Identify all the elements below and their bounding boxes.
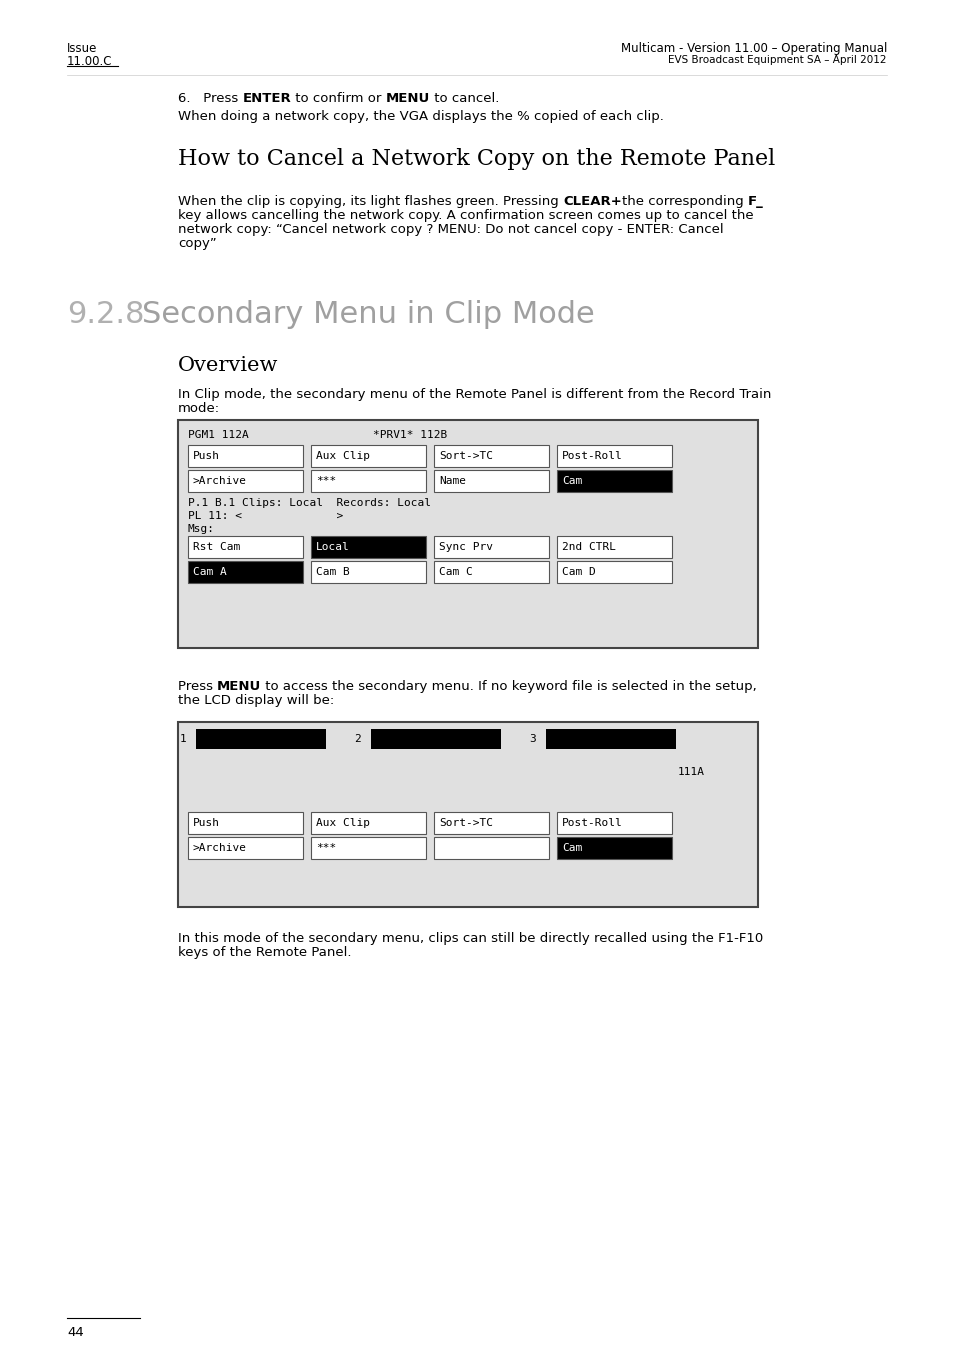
Text: 9.2.8: 9.2.8	[67, 299, 144, 329]
Text: Local: Local	[315, 542, 350, 552]
Text: Post-Roll: Post-Roll	[561, 817, 622, 828]
Text: How to Cancel a Network Copy on the Remote Panel: How to Cancel a Network Copy on the Remo…	[178, 148, 775, 170]
Text: In Clip mode, the secondary menu of the Remote Panel is different from the Recor: In Clip mode, the secondary menu of the …	[178, 389, 771, 401]
FancyBboxPatch shape	[188, 536, 303, 558]
FancyBboxPatch shape	[178, 420, 758, 648]
FancyBboxPatch shape	[311, 812, 426, 834]
Text: EVS Broadcast Equipment SA – April 2012: EVS Broadcast Equipment SA – April 2012	[668, 55, 886, 65]
Text: Cam A: Cam A	[193, 567, 227, 577]
Text: Post-Roll: Post-Roll	[561, 451, 622, 461]
Text: Issue: Issue	[67, 42, 97, 55]
Text: key allows cancelling the network copy. A confirmation screen comes up to cancel: key allows cancelling the network copy. …	[178, 209, 753, 223]
Text: 11.00.C: 11.00.C	[67, 55, 112, 67]
FancyBboxPatch shape	[434, 469, 548, 492]
Text: Push: Push	[193, 451, 220, 461]
FancyBboxPatch shape	[557, 812, 671, 834]
Text: Press: Press	[178, 680, 217, 693]
Text: copy”: copy”	[178, 237, 216, 250]
Text: 44: 44	[67, 1326, 84, 1340]
Text: Cam: Cam	[561, 843, 581, 853]
Text: the corresponding: the corresponding	[621, 196, 747, 208]
FancyBboxPatch shape	[188, 445, 303, 467]
Text: Cam B: Cam B	[315, 567, 350, 577]
Text: Cam C: Cam C	[438, 567, 473, 577]
FancyBboxPatch shape	[434, 561, 548, 583]
Text: *PRV1* 112B: *PRV1* 112B	[373, 430, 447, 440]
Text: Sort->TC: Sort->TC	[438, 817, 493, 828]
Text: When doing a network copy, the VGA displays the % copied of each clip.: When doing a network copy, the VGA displ…	[178, 111, 663, 123]
FancyBboxPatch shape	[434, 812, 548, 834]
FancyBboxPatch shape	[557, 469, 671, 492]
Text: Aux Clip: Aux Clip	[315, 817, 370, 828]
Text: 1: 1	[179, 734, 186, 745]
Text: to access the secondary menu. If no keyword file is selected in the setup,: to access the secondary menu. If no keyw…	[261, 680, 757, 693]
Text: F_: F_	[747, 196, 762, 208]
Text: PL 11: <              >: PL 11: < >	[188, 511, 343, 521]
Text: When the clip is copying, its light flashes green. Pressing: When the clip is copying, its light flas…	[178, 196, 562, 208]
Text: the LCD display will be:: the LCD display will be:	[178, 693, 334, 707]
Text: Msg:: Msg:	[188, 523, 214, 534]
Text: Cam: Cam	[561, 476, 581, 486]
FancyBboxPatch shape	[434, 445, 548, 467]
Text: 2nd CTRL: 2nd CTRL	[561, 542, 616, 552]
FancyBboxPatch shape	[188, 561, 303, 583]
FancyBboxPatch shape	[434, 836, 548, 859]
Text: Aux Clip: Aux Clip	[315, 451, 370, 461]
Text: Cam D: Cam D	[561, 567, 595, 577]
Text: MENU: MENU	[217, 680, 261, 693]
FancyBboxPatch shape	[178, 722, 758, 907]
Text: 6.   Press: 6. Press	[178, 92, 242, 105]
FancyBboxPatch shape	[188, 836, 303, 859]
FancyBboxPatch shape	[557, 561, 671, 583]
Text: PGM1 112A: PGM1 112A	[188, 430, 249, 440]
FancyBboxPatch shape	[311, 445, 426, 467]
Text: to cancel.: to cancel.	[430, 92, 499, 105]
Text: to confirm or: to confirm or	[291, 92, 385, 105]
Text: ENTER: ENTER	[242, 92, 291, 105]
FancyBboxPatch shape	[311, 561, 426, 583]
FancyBboxPatch shape	[311, 536, 426, 558]
FancyBboxPatch shape	[371, 728, 500, 749]
Text: ***: ***	[315, 476, 335, 486]
Text: ***: ***	[315, 843, 335, 853]
Text: Sort->TC: Sort->TC	[438, 451, 493, 461]
Text: Sync Prv: Sync Prv	[438, 542, 493, 552]
Text: P.1 B.1 Clips: Local  Records: Local: P.1 B.1 Clips: Local Records: Local	[188, 498, 431, 509]
Text: Multicam - Version 11.00 – Operating Manual: Multicam - Version 11.00 – Operating Man…	[620, 42, 886, 55]
FancyBboxPatch shape	[545, 728, 676, 749]
Text: 2: 2	[354, 734, 360, 745]
Text: >Archive: >Archive	[193, 476, 247, 486]
FancyBboxPatch shape	[188, 812, 303, 834]
FancyBboxPatch shape	[557, 836, 671, 859]
Text: network copy: “Cancel network copy ? MENU: Do not cancel copy - ENTER: Cancel: network copy: “Cancel network copy ? MEN…	[178, 223, 723, 236]
Text: >Archive: >Archive	[193, 843, 247, 853]
Text: Push: Push	[193, 817, 220, 828]
FancyBboxPatch shape	[311, 469, 426, 492]
FancyBboxPatch shape	[188, 469, 303, 492]
Text: MENU: MENU	[385, 92, 430, 105]
FancyBboxPatch shape	[434, 536, 548, 558]
Text: 3: 3	[529, 734, 536, 745]
Text: In this mode of the secondary menu, clips can still be directly recalled using t: In this mode of the secondary menu, clip…	[178, 932, 762, 946]
Text: keys of the Remote Panel.: keys of the Remote Panel.	[178, 946, 351, 959]
FancyBboxPatch shape	[557, 445, 671, 467]
Text: 111A: 111A	[678, 768, 704, 777]
Text: CLEAR+: CLEAR+	[562, 196, 621, 208]
Text: Rst Cam: Rst Cam	[193, 542, 240, 552]
FancyBboxPatch shape	[557, 536, 671, 558]
Text: Name: Name	[438, 476, 465, 486]
Text: mode:: mode:	[178, 402, 220, 415]
Text: Overview: Overview	[178, 356, 278, 375]
FancyBboxPatch shape	[311, 836, 426, 859]
FancyBboxPatch shape	[195, 728, 326, 749]
Text: Secondary Menu in Clip Mode: Secondary Menu in Clip Mode	[142, 299, 594, 329]
